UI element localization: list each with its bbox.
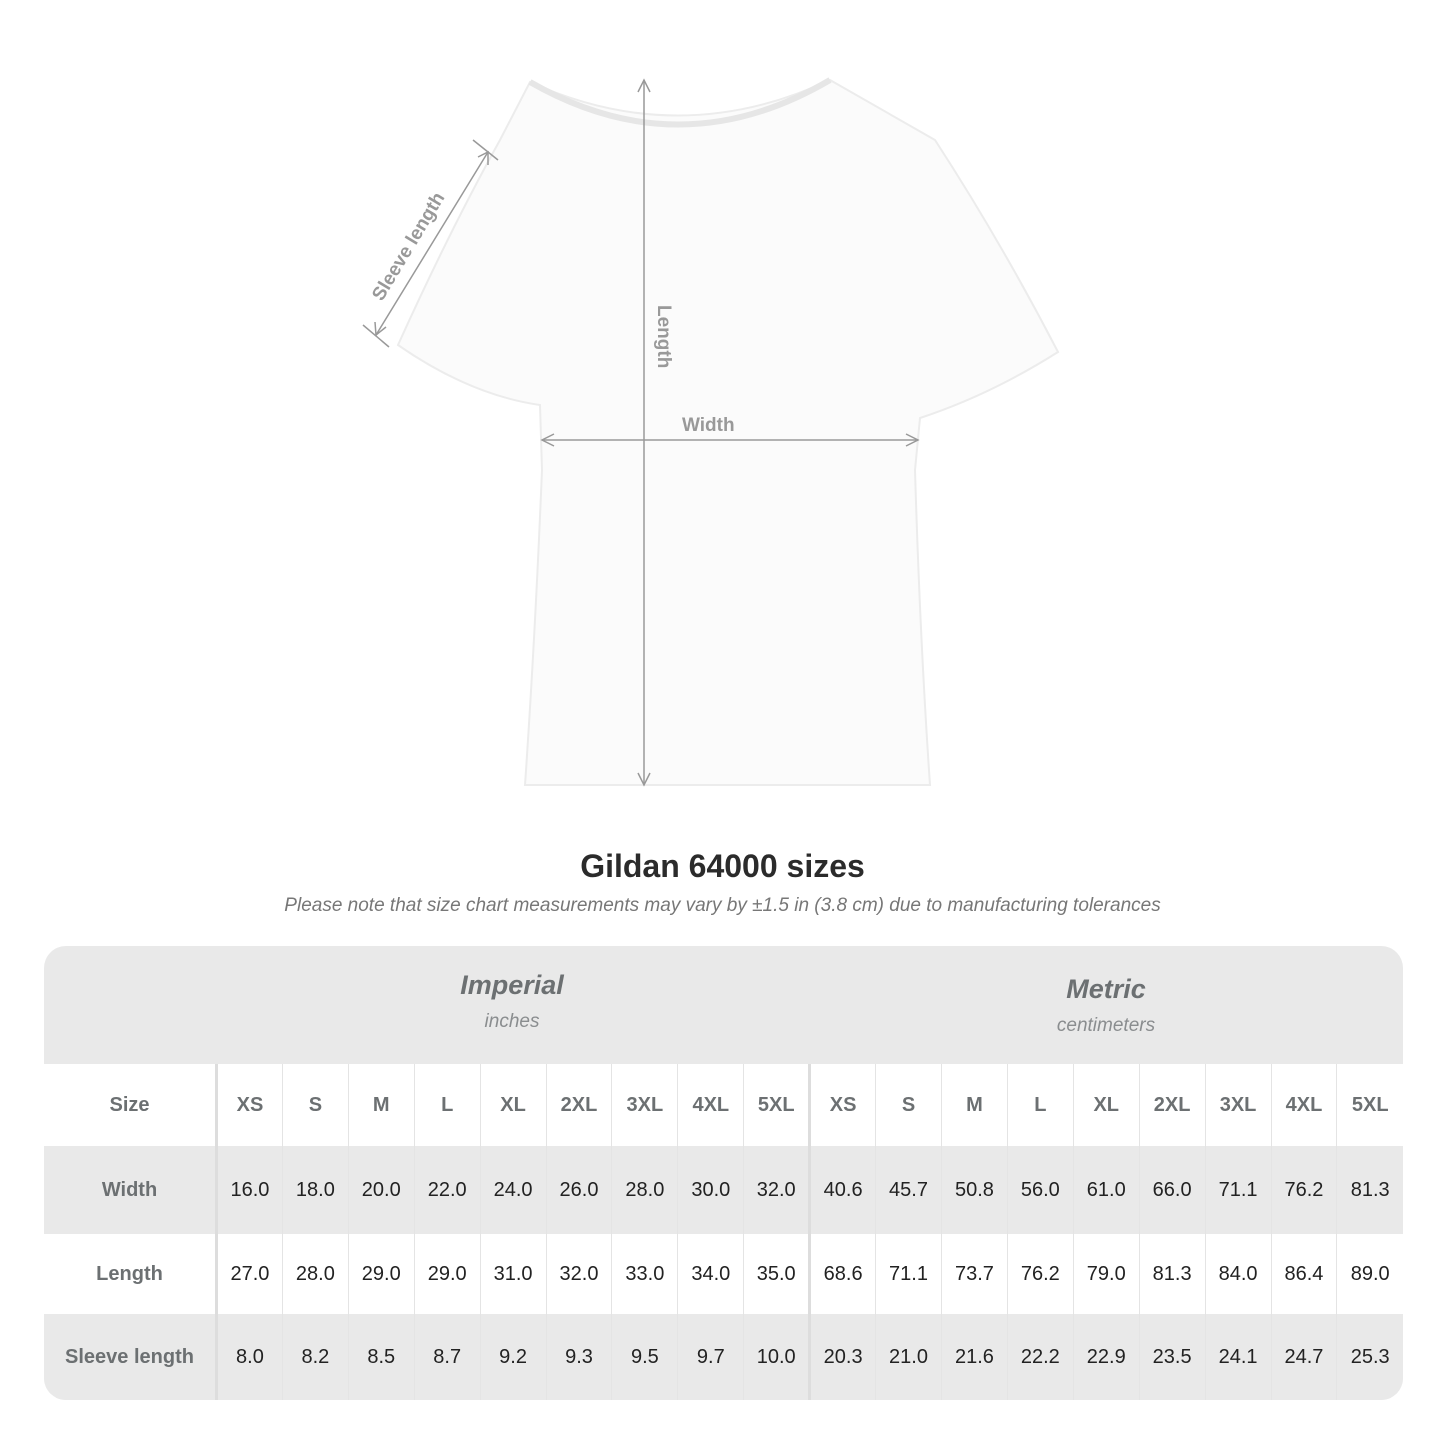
row-label: Width: [44, 1146, 218, 1234]
metric-cell: 40.6: [808, 1146, 876, 1234]
tshirt-shape: [396, 78, 1060, 786]
metric-cell: 45.7: [875, 1146, 942, 1234]
size-header-cell: 5XL: [1336, 1064, 1403, 1146]
length-label: Length: [653, 305, 674, 368]
imperial-cell: 29.0: [347, 1234, 415, 1314]
size-header-cell: 4XL: [1270, 1064, 1337, 1146]
imperial-cell: 10.0: [743, 1314, 810, 1400]
imperial-cell: 8.5: [347, 1314, 415, 1400]
metric-cell: 20.3: [808, 1314, 876, 1400]
metric-header: Metric centimeters: [809, 974, 1403, 1092]
metric-cell: 50.8: [940, 1146, 1008, 1234]
size-label: Size: [44, 1064, 218, 1146]
imperial-cell: 31.0: [479, 1234, 547, 1314]
imperial-cell: 8.2: [281, 1314, 349, 1400]
tshirt-collar: [528, 77, 832, 128]
imperial-unit: inches: [484, 1011, 540, 1032]
metric-cell: 73.7: [940, 1234, 1008, 1314]
size-header-cell: L: [413, 1064, 481, 1146]
table-row: Sleeve length 8.0 8.2 8.5 8.7 9.2 9.3 9.5 9.7 10.…: [44, 1314, 1403, 1400]
imperial-cell: 16.0: [216, 1146, 283, 1234]
imperial-cell: 9.2: [479, 1314, 547, 1400]
metric-cell: 84.0: [1204, 1234, 1271, 1314]
size-header-cell: 3XL: [611, 1064, 678, 1146]
metric-cell: 21.0: [875, 1314, 942, 1400]
size-header-cell: M: [940, 1064, 1008, 1146]
size-header-cell: M: [347, 1064, 415, 1146]
imperial-cell: 9.5: [611, 1314, 678, 1400]
table-row: Length 27.0 28.0 29.0 29.0 31.0 32.0 33.0 34.0 35…: [44, 1234, 1403, 1314]
metric-cell: 81.3: [1138, 1234, 1206, 1314]
metric-cell: 25.3: [1336, 1314, 1403, 1400]
size-header-cell: XS: [808, 1064, 876, 1146]
imperial-cell: 18.0: [281, 1146, 349, 1234]
metric-cell: 71.1: [875, 1234, 942, 1314]
size-header-cell: 2XL: [545, 1064, 612, 1146]
metric-unit: centimeters: [1056, 1015, 1156, 1036]
imperial-cell: 35.0: [743, 1234, 810, 1314]
size-header-cell: XL: [479, 1064, 547, 1146]
size-header-cell: 3XL: [1204, 1064, 1271, 1146]
size-header-cell: XS: [216, 1064, 283, 1146]
metric-cell: 21.6: [940, 1314, 1008, 1400]
imperial-cell: 27.0: [216, 1234, 283, 1314]
imperial-cell: 28.0: [281, 1234, 349, 1314]
measure-arrows: [362, 78, 920, 787]
table-row: Width 16.0 18.0 20.0 22.0 24.0 26.0 28.0 30.0 32.…: [44, 1146, 1403, 1234]
imperial-cell: 29.0: [413, 1234, 481, 1314]
imperial-cell: 22.0: [413, 1146, 481, 1234]
imperial-title: Imperial: [460, 970, 564, 1000]
imperial-cell: 32.0: [545, 1234, 612, 1314]
metric-cell: 68.6: [808, 1234, 876, 1314]
imperial-cell: 8.0: [216, 1314, 283, 1400]
metric-cell: 89.0: [1336, 1234, 1403, 1314]
metric-cell: 79.0: [1072, 1234, 1140, 1314]
row-label: Length: [44, 1234, 218, 1314]
imperial-header: Imperial inches: [215, 970, 809, 1088]
size-grid: Size XS S M L XL 2XL 3XL 4XL 5XL XS S M L XL 2XL 3XL 4XL 5…: [44, 1064, 1403, 1400]
tshirt-diagram: Sleeve length Length Width: [362, 77, 1060, 787]
size-header-cell: S: [875, 1064, 942, 1146]
tolerance-note: Please note that size chart measurements…: [284, 895, 1161, 916]
size-header-cell: XL: [1072, 1064, 1140, 1146]
size-header-cell: L: [1006, 1064, 1074, 1146]
metric-cell: 71.1: [1204, 1146, 1271, 1234]
metric-cell: 24.1: [1204, 1314, 1271, 1400]
page-title: Gildan 64000 sizes: [580, 848, 865, 884]
size-header-cell: 2XL: [1138, 1064, 1206, 1146]
metric-cell: 23.5: [1138, 1314, 1206, 1400]
size-header-cell: 5XL: [743, 1064, 810, 1146]
size-header-cell: 4XL: [677, 1064, 744, 1146]
imperial-cell: 34.0: [677, 1234, 744, 1314]
metric-cell: 56.0: [1006, 1146, 1074, 1234]
imperial-cell: 26.0: [545, 1146, 612, 1234]
metric-cell: 76.2: [1270, 1146, 1337, 1234]
metric-cell: 61.0: [1072, 1146, 1140, 1234]
imperial-cell: 8.7: [413, 1314, 481, 1400]
imperial-cell: 20.0: [347, 1146, 415, 1234]
imperial-cell: 28.0: [611, 1146, 678, 1234]
metric-cell: 66.0: [1138, 1146, 1206, 1234]
imperial-cell: 9.7: [677, 1314, 744, 1400]
metric-title: Metric: [1066, 974, 1146, 1004]
width-label: Width: [682, 415, 735, 436]
metric-cell: 24.7: [1270, 1314, 1337, 1400]
imperial-cell: 24.0: [479, 1146, 547, 1234]
imperial-cell: 33.0: [611, 1234, 678, 1314]
size-table: Imperial inches Metric centimeters Size X…: [44, 946, 1403, 1400]
metric-cell: 76.2: [1006, 1234, 1074, 1314]
metric-cell: 22.2: [1006, 1314, 1074, 1400]
imperial-cell: 32.0: [743, 1146, 810, 1234]
metric-cell: 81.3: [1336, 1146, 1403, 1234]
size-header-cell: S: [281, 1064, 349, 1146]
size-header-row: Size XS S M L XL 2XL 3XL 4XL 5XL XS S M L XL 2XL 3XL 4XL 5…: [44, 1064, 1403, 1146]
imperial-cell: 9.3: [545, 1314, 612, 1400]
metric-cell: 86.4: [1270, 1234, 1337, 1314]
row-label: Sleeve length: [44, 1314, 218, 1400]
metric-cell: 22.9: [1072, 1314, 1140, 1400]
imperial-cell: 30.0: [677, 1146, 744, 1234]
